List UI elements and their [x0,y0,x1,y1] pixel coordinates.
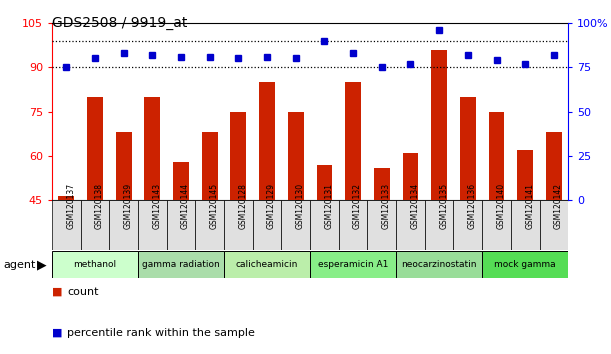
Text: agent: agent [3,260,35,270]
Text: ■: ■ [52,328,62,338]
Text: neocarzinostatin: neocarzinostatin [401,260,477,269]
Bar [310,200,338,250]
Bar [316,165,332,200]
Text: GDS2508 / 9919_at: GDS2508 / 9919_at [52,16,188,30]
Text: count: count [67,287,99,297]
Text: GSM120141: GSM120141 [525,183,534,229]
Bar [518,150,533,200]
Bar [460,97,476,200]
Text: GSM120144: GSM120144 [181,183,190,229]
Bar [259,82,275,200]
Text: GSM120134: GSM120134 [411,183,420,229]
Bar [482,200,511,250]
Text: GSM120133: GSM120133 [382,183,391,229]
Bar [138,251,224,278]
Text: gamma radiation: gamma radiation [142,260,220,269]
Bar [282,200,310,250]
Bar [310,251,396,278]
Bar [403,153,419,200]
Bar [425,200,453,250]
Bar [138,200,167,250]
Bar [87,97,103,200]
Bar [431,50,447,200]
Text: esperamicin A1: esperamicin A1 [318,260,389,269]
Bar [230,112,246,200]
Text: calicheamicin: calicheamicin [236,260,298,269]
Text: GSM120143: GSM120143 [152,183,161,229]
Text: ▶: ▶ [37,258,46,271]
Bar [396,200,425,250]
Bar [202,132,218,200]
Bar [52,251,138,278]
Bar [59,195,74,200]
Bar [489,112,505,200]
Text: GSM120131: GSM120131 [324,183,334,229]
Bar [345,82,361,200]
Bar [115,132,131,200]
Bar [109,200,138,250]
Bar [52,200,81,250]
Text: GSM120139: GSM120139 [123,183,133,229]
Bar [224,200,253,250]
Bar [396,251,482,278]
Text: percentile rank within the sample: percentile rank within the sample [67,328,255,338]
Text: GSM120140: GSM120140 [497,183,505,229]
Bar [144,97,160,200]
Bar [540,200,568,250]
Text: GSM120130: GSM120130 [296,183,305,229]
Bar [453,200,482,250]
Text: GSM120137: GSM120137 [66,183,75,229]
Bar [546,132,562,200]
Text: GSM120129: GSM120129 [267,183,276,229]
Bar [288,112,304,200]
Bar [173,162,189,200]
Text: GSM120128: GSM120128 [238,183,247,229]
Text: GSM120132: GSM120132 [353,183,362,229]
Text: ■: ■ [52,287,62,297]
Bar [253,200,282,250]
Text: GSM120145: GSM120145 [210,183,219,229]
Text: mock gamma: mock gamma [494,260,556,269]
Bar [511,200,540,250]
Text: GSM120142: GSM120142 [554,183,563,229]
Bar [367,200,396,250]
Bar [224,251,310,278]
Text: GSM120136: GSM120136 [468,183,477,229]
Bar [167,200,196,250]
Bar [482,251,568,278]
Text: GSM120135: GSM120135 [439,183,448,229]
Bar [338,200,367,250]
Text: GSM120138: GSM120138 [95,183,104,229]
Bar [374,167,390,200]
Bar [81,200,109,250]
Text: methanol: methanol [73,260,117,269]
Bar [196,200,224,250]
